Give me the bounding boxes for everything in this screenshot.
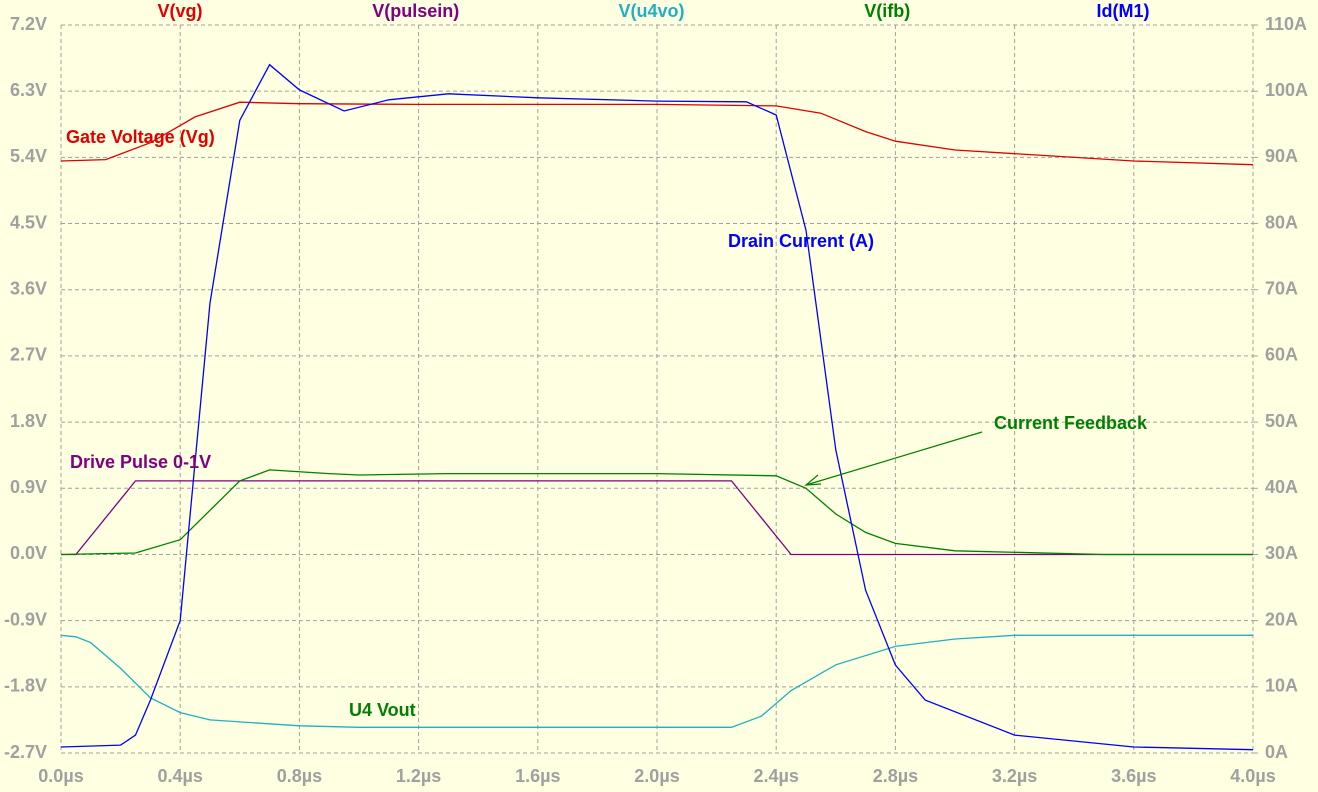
x-tick-label: 3.6µs bbox=[1111, 766, 1156, 786]
y2-tick-label: 90A bbox=[1265, 146, 1298, 166]
y-tick-label: 6.3V bbox=[10, 80, 47, 100]
legend-entry: V(u4vo) bbox=[618, 1, 684, 21]
x-tick-label: 1.6µs bbox=[515, 766, 560, 786]
x-tick-label: 4.0µs bbox=[1230, 766, 1275, 786]
legend-entry: V(vg) bbox=[158, 1, 203, 21]
y2-tick-label: 50A bbox=[1265, 411, 1298, 431]
y2-tick-label: 100A bbox=[1265, 80, 1308, 100]
y2-tick-label: 30A bbox=[1265, 543, 1298, 563]
y-tick-label: -0.9V bbox=[4, 609, 47, 629]
annotation: Drain Current (A) bbox=[728, 231, 874, 251]
y-tick-label: 2.7V bbox=[10, 345, 47, 365]
y2-tick-label: 40A bbox=[1265, 477, 1298, 497]
y2-tick-label: 70A bbox=[1265, 278, 1298, 298]
y-tick-label: 4.5V bbox=[10, 212, 47, 232]
x-tick-label: 3.2µs bbox=[992, 766, 1037, 786]
y2-tick-label: 10A bbox=[1265, 676, 1298, 696]
arrow-head bbox=[804, 474, 822, 486]
y-tick-label: 5.4V bbox=[10, 146, 47, 166]
y2-tick-label: 20A bbox=[1265, 609, 1298, 629]
series-line bbox=[60, 469, 1253, 556]
series-line bbox=[60, 101, 1254, 166]
legend-entry: V(ifb) bbox=[864, 1, 910, 21]
x-tick-label: 1.2µs bbox=[396, 766, 441, 786]
y2-tick-label: 0A bbox=[1265, 742, 1288, 762]
y-tick-label: 0.0V bbox=[10, 543, 47, 563]
x-tick-label: 0.4µs bbox=[157, 766, 202, 786]
legend-entry: Id(M1) bbox=[1097, 1, 1150, 21]
x-tick-label: 0.8µs bbox=[277, 766, 322, 786]
y-tick-label: 7.2V bbox=[10, 14, 47, 34]
grid bbox=[60, 24, 1258, 754]
legend-entry: V(pulsein) bbox=[372, 1, 459, 21]
y2-tick-label: 80A bbox=[1265, 212, 1298, 232]
y-tick-label: 0.9V bbox=[10, 477, 47, 497]
plot-lines bbox=[60, 63, 1254, 751]
y-tick-label: -2.7V bbox=[4, 742, 47, 762]
series-line bbox=[60, 634, 1253, 728]
annotation: Current Feedback bbox=[994, 413, 1148, 433]
annotation: Drive Pulse 0-1V bbox=[70, 452, 211, 472]
annotation: Gate Voltage (Vg) bbox=[66, 127, 215, 147]
annotation-arrow bbox=[805, 431, 983, 486]
y-tick-label: -1.8V bbox=[4, 676, 47, 696]
x-tick-label: 2.8µs bbox=[873, 766, 918, 786]
y2-tick-label: 110A bbox=[1265, 14, 1307, 34]
x-tick-label: 0.0µs bbox=[38, 766, 83, 786]
y2-tick-label: 60A bbox=[1265, 345, 1298, 365]
x-tick-label: 2.0µs bbox=[634, 766, 679, 786]
y-tick-label: 3.6V bbox=[10, 278, 47, 298]
annotation: U4 Vout bbox=[349, 700, 416, 720]
x-tick-label: 2.4µs bbox=[753, 766, 798, 786]
y-tick-label: 1.8V bbox=[10, 411, 47, 431]
series-line bbox=[60, 63, 1254, 751]
